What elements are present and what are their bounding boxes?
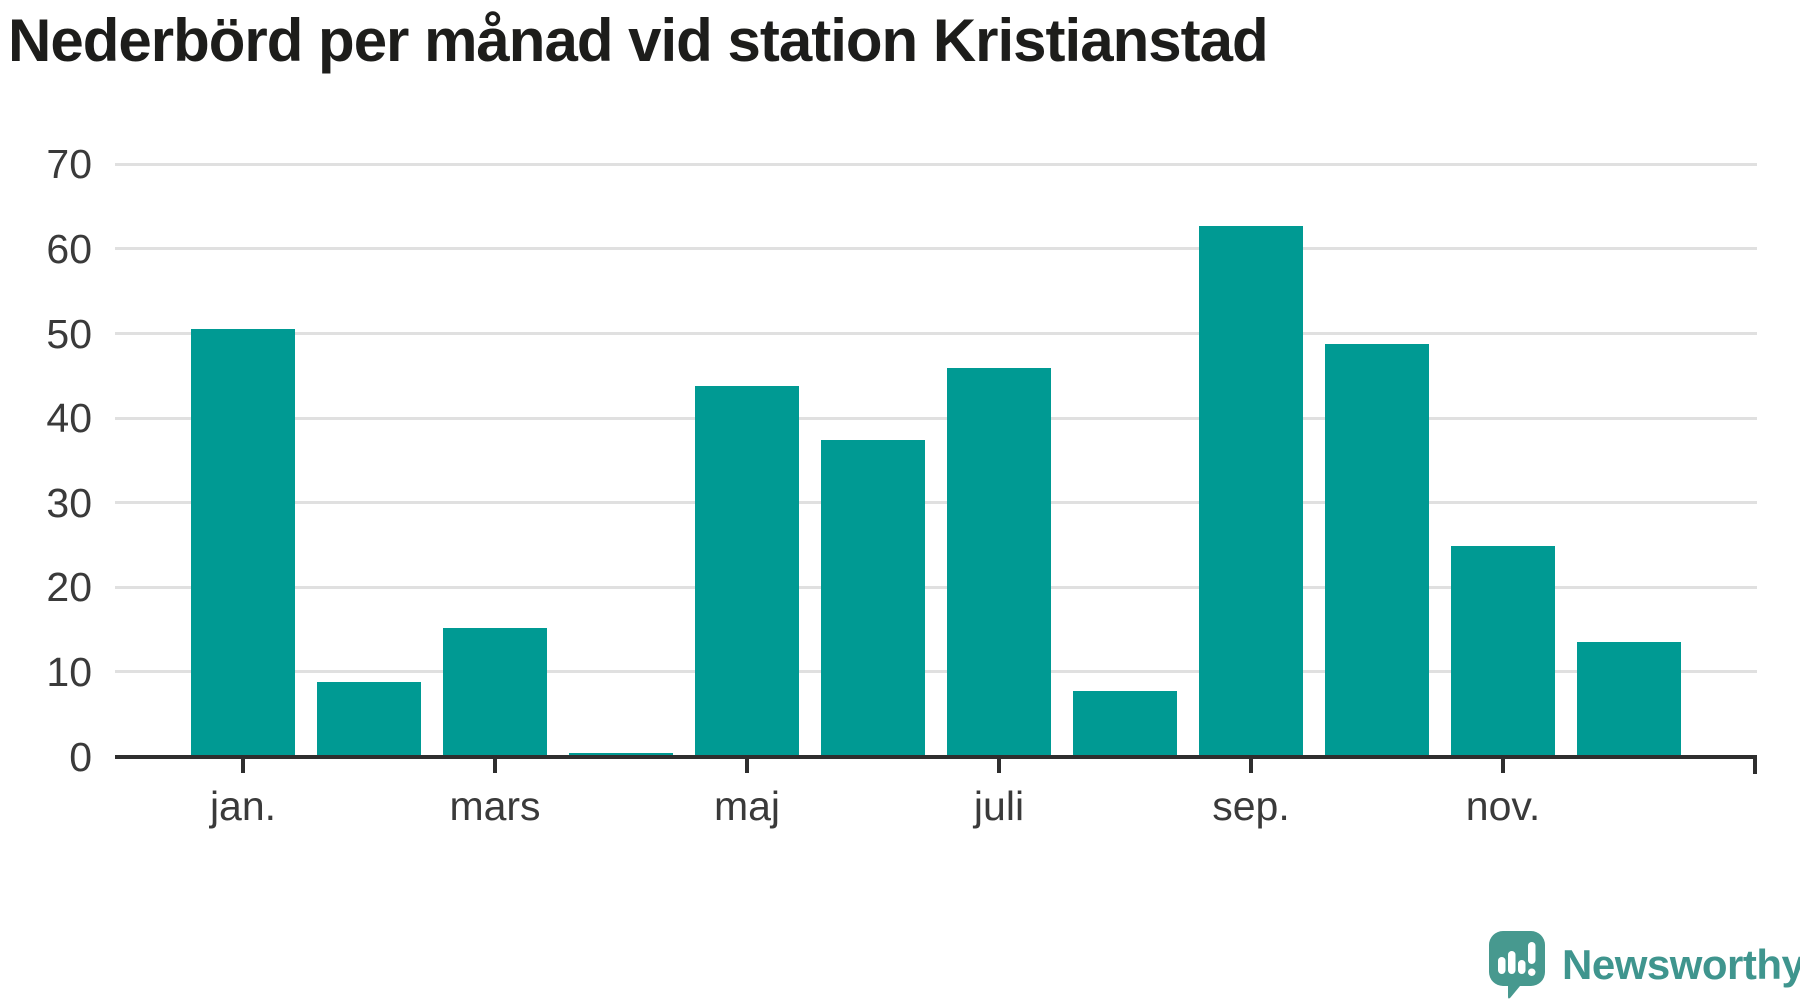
x-axis-tick-mark (997, 758, 1001, 773)
bar-sep. (1199, 226, 1303, 759)
y-axis-tick-label: 70 (46, 141, 92, 188)
gridline-30 (115, 501, 1757, 505)
gridline-60 (115, 247, 1757, 251)
x-axis-tick-mark (1249, 758, 1253, 773)
newsworthy-logo-text: Newsworthy (1562, 941, 1800, 988)
bar-maj (695, 385, 799, 759)
bar-okt. (1325, 344, 1429, 759)
gridline-10 (115, 670, 1757, 674)
gridline-40 (115, 416, 1757, 420)
x-axis-tick-label: mars (449, 783, 541, 829)
y-axis-tick-label: 50 (46, 310, 92, 357)
bar-jan. (191, 329, 295, 759)
y-axis-tick-label: 10 (46, 648, 92, 695)
y-axis-tick-label: 60 (46, 225, 92, 272)
x-axis-tick-mark (241, 758, 245, 773)
bar-nov. (1451, 545, 1555, 759)
x-axis-tick-label: juli (973, 783, 1025, 829)
y-axis-tick-label: 40 (46, 395, 92, 442)
x-axis-tick-label: jan. (209, 783, 277, 829)
bar-juli (947, 368, 1051, 759)
bar-juni (821, 440, 925, 759)
bar-aug. (1073, 691, 1177, 759)
newsworthy-logo: Newsworthy (1488, 930, 1800, 1000)
bar-feb. (317, 682, 421, 759)
x-axis-tick-label: nov. (1465, 783, 1541, 829)
gridline-20 (115, 585, 1757, 589)
bar-dec. (1577, 642, 1681, 759)
x-axis-tick-mark (493, 758, 497, 773)
chart-title: Nederbörd per månad vid station Kristian… (8, 7, 1269, 74)
bar-mars (443, 627, 547, 759)
x-axis-end-tick (1753, 754, 1757, 774)
gridline-50 (115, 332, 1757, 335)
x-axis-tick-mark (1501, 758, 1505, 773)
y-axis-tick-label: 30 (46, 479, 92, 526)
newsworthy-logo-icon (1488, 930, 1546, 1000)
x-axis-tick-label: sep. (1212, 783, 1290, 829)
x-axis-line (115, 754, 1757, 759)
x-axis-tick-label: maj (713, 783, 781, 829)
y-axis-tick-label: 20 (46, 564, 92, 611)
gridline-70 (115, 162, 1757, 166)
x-axis-tick-mark (745, 758, 749, 773)
y-axis-tick-label: 0 (69, 733, 92, 780)
